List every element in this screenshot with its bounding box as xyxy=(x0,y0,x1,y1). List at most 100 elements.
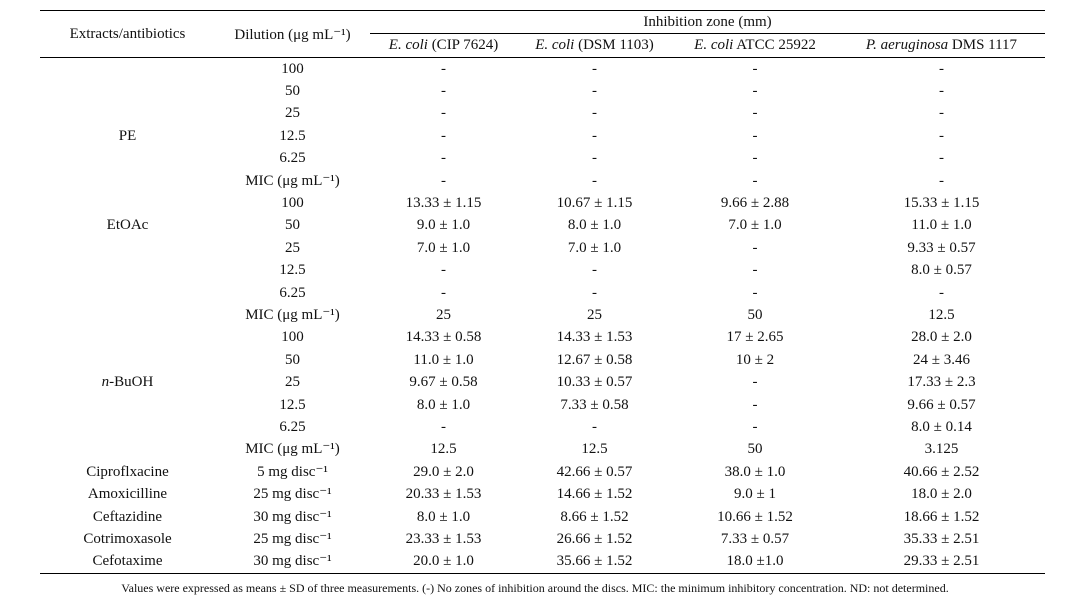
dilution-cell: 25 mg disc⁻¹ xyxy=(253,486,332,503)
italic-text: E. coli xyxy=(388,37,428,53)
value-cell: - xyxy=(752,262,758,279)
dilution-cell: 100 xyxy=(281,60,304,77)
dilution-cell: 12.5 xyxy=(279,127,306,144)
value-cell: - xyxy=(441,262,446,279)
value-cell: 7.33 ± 0.58 xyxy=(560,396,629,413)
value-cell: 9.66 ± 0.57 xyxy=(907,396,976,413)
extract-cell xyxy=(40,103,215,125)
value-cell: - xyxy=(592,150,597,167)
extract-cell xyxy=(40,80,215,102)
dilution-cell: 25 xyxy=(285,239,300,256)
text: ATCC 25922 xyxy=(733,37,816,53)
value-cell: 7.33 ± 0.57 xyxy=(720,530,790,547)
value-cell: - xyxy=(939,60,944,77)
column-header: E. coli ATCC 25922 xyxy=(672,33,838,58)
value-cell: 9.0 ± 1 xyxy=(734,486,776,503)
extract-cell xyxy=(40,148,215,170)
value-cell: - xyxy=(441,105,446,122)
extract-cell xyxy=(40,260,215,282)
dilution-cell: 25 xyxy=(285,374,300,391)
value-cell: 17 ± 2.65 xyxy=(726,329,784,346)
value-cell: - xyxy=(939,105,944,122)
value-cell: 12.67 ± 0.58 xyxy=(556,351,633,368)
italic-text: E. coli xyxy=(535,37,575,53)
value-cell: - xyxy=(441,150,446,167)
table-row: MIC (μg mL⁻¹) - - - - xyxy=(40,170,1045,192)
column-header: P. aeruginosa DMS 1117 xyxy=(838,33,1045,58)
table-row: Ceftazidine 30 mg disc⁻¹ 8.0 ± 1.0 8.66 ± 1… xyxy=(40,506,1045,528)
value-cell: - xyxy=(752,127,758,144)
value-cell: - xyxy=(592,172,597,189)
text: DMS 1117 xyxy=(948,37,1018,53)
italic-text: E. coli xyxy=(694,37,734,53)
value-cell: 40.66 ± 2.52 xyxy=(903,463,980,480)
table-row: 100 - - - - xyxy=(40,58,1045,81)
value-cell: - xyxy=(592,418,597,435)
table-row: Ciproflxacine 5 mg disc⁻¹ 29.0 ± 2.0 42.66 … xyxy=(40,461,1045,483)
value-cell: - xyxy=(592,83,597,100)
value-cell: 13.33 ± 1.15 xyxy=(405,195,482,212)
value-cell: 29.0 ± 2.0 xyxy=(413,463,474,480)
value-cell: - xyxy=(592,105,597,122)
table-row: 25 7.0 ± 1.0 7.0 ± 1.0 - 9.33 ± 0.57 xyxy=(40,237,1045,259)
extract-cell: Ceftazidine xyxy=(92,508,163,525)
value-cell: 7.0 ± 1.0 xyxy=(567,239,622,256)
value-cell: - xyxy=(752,83,758,100)
extract-cell xyxy=(40,192,215,214)
value-cell: - xyxy=(441,284,446,301)
dilution-cell: 25 mg disc⁻¹ xyxy=(253,530,332,547)
value-cell: 29.33 ± 2.51 xyxy=(903,553,980,570)
value-cell: 9.33 ± 0.57 xyxy=(907,239,976,256)
value-cell: - xyxy=(441,127,446,144)
value-cell: - xyxy=(939,83,944,100)
value-cell: 50 xyxy=(747,441,763,458)
dilution-cell: 50 xyxy=(285,351,300,368)
value-cell: 14.66 ± 1.52 xyxy=(556,486,633,503)
dilution-cell: 100 xyxy=(281,329,304,346)
value-cell: 23.33 ± 1.53 xyxy=(405,530,482,547)
dilution-cell: 50 xyxy=(285,83,300,100)
footnote: Values were expressed as means ± SD of t… xyxy=(121,581,949,595)
value-cell: - xyxy=(752,150,758,167)
value-cell: - xyxy=(752,60,758,77)
value-cell: - xyxy=(939,127,944,144)
column-header: E. coli (CIP 7624) xyxy=(370,33,517,58)
value-cell: - xyxy=(752,105,758,122)
extract-cell: Ciproflxacine xyxy=(86,463,169,480)
value-cell: - xyxy=(752,239,758,256)
value-cell: 8.0 ± 1.0 xyxy=(567,217,622,234)
dilution-cell: 50 xyxy=(285,217,300,234)
value-cell: 8.0 ± 1.0 xyxy=(416,396,471,413)
value-cell: 12.5 xyxy=(581,441,608,458)
value-cell: - xyxy=(592,60,597,77)
value-cell: 25 xyxy=(587,306,602,323)
value-cell: - xyxy=(441,83,446,100)
header-extracts: Extracts/antibiotics xyxy=(40,10,215,58)
value-cell: 35.66 ± 1.52 xyxy=(556,553,633,570)
table-row: 12.5 8.0 ± 1.0 7.33 ± 0.58 - 9.66 ± 0.57 xyxy=(40,394,1045,416)
dilution-cell: 6.25 xyxy=(279,418,306,435)
text: -BuOH xyxy=(109,374,154,391)
value-cell: 12.5 xyxy=(928,306,955,323)
value-cell: - xyxy=(441,418,446,435)
table-row: Cefotaxime 30 mg disc⁻¹ 20.0 ± 1.0 35.66 ± … xyxy=(40,551,1045,574)
value-cell: 20.0 ± 1.0 xyxy=(413,553,474,570)
text: (DSM 1103) xyxy=(574,37,654,53)
value-cell: 10.66 ± 1.52 xyxy=(717,508,793,525)
italic-text: P. aeruginosa xyxy=(865,37,949,53)
extract-cell: Cotrimoxasole xyxy=(83,530,172,547)
value-cell: 8.66 ± 1.52 xyxy=(560,508,629,525)
table-row: 100 14.33 ± 0.58 14.33 ± 1.53 17 ± 2.65 28.0… xyxy=(40,327,1045,349)
value-cell: 26.66 ± 1.52 xyxy=(556,530,633,547)
value-cell: 11.0 ± 1.0 xyxy=(911,217,972,234)
extract-cell xyxy=(40,394,215,416)
extract-cell xyxy=(40,349,215,371)
table-row: 100 13.33 ± 1.15 10.67 ± 1.15 9.66 ± 2.88 15… xyxy=(40,192,1045,214)
text: (CIP 7624) xyxy=(427,37,499,53)
dilution-cell: MIC (μg mL⁻¹) xyxy=(245,441,340,458)
italic-text: n xyxy=(101,374,110,391)
table-row: n-BuOH 25 9.67 ± 0.58 10.33 ± 0.57 - 17.33 ± … xyxy=(40,371,1045,393)
data-table: Extracts/antibiotics Dilution (μg mL⁻¹) … xyxy=(40,10,1045,574)
extract-cell: EtOAc xyxy=(106,217,149,234)
